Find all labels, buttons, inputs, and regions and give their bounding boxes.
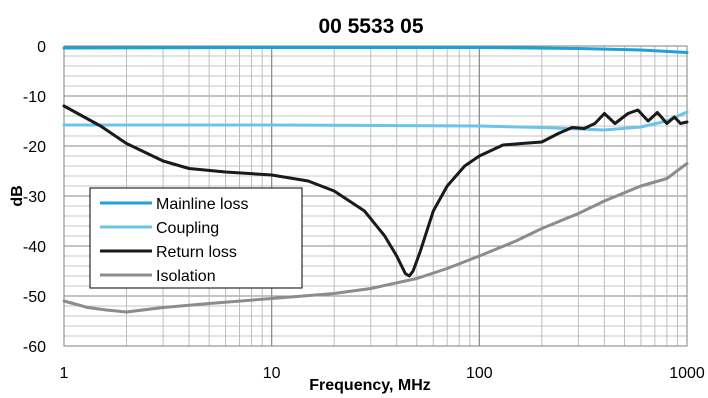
- x-tick-label: 1000: [669, 365, 705, 382]
- x-tick-label: 100: [466, 365, 493, 382]
- y-tick-label: -10: [23, 89, 46, 106]
- legend-entry: Coupling: [156, 220, 219, 237]
- y-tick-label: -50: [23, 289, 46, 306]
- y-axis-label: dB: [9, 185, 26, 206]
- legend-entry: Mainline loss: [156, 196, 248, 213]
- y-tick-label: 0: [37, 39, 46, 56]
- legend-box: [89, 187, 303, 289]
- y-tick-labels: 0 -10 -20 -30 -40 -50 -60: [23, 39, 46, 356]
- series-layer: [62, 46, 689, 314]
- x-axis-label: Frequency, MHz: [309, 377, 431, 394]
- legend: Mainline loss Coupling Return loss Isolatio…: [89, 187, 303, 289]
- series-line-coupling: [62, 110, 689, 132]
- legend-entry: Isolation: [156, 268, 216, 285]
- y-tick-label: -20: [23, 139, 46, 156]
- x-tick-labels: 1 10 100 1000: [60, 365, 705, 382]
- chart-title: 00 5533 05: [318, 15, 423, 38]
- series-line-mainline-loss: [62, 46, 689, 54]
- y-tick-label: -30: [23, 189, 46, 206]
- y-tick-label: -60: [23, 339, 46, 356]
- y-tick-label: -40: [23, 239, 46, 256]
- legend-entry: Return loss: [156, 244, 237, 261]
- x-tick-label: 10: [263, 365, 281, 382]
- series-line-isolation: [62, 162, 689, 314]
- series-line-return-loss: [62, 104, 689, 278]
- x-tick-label: 1: [60, 365, 69, 382]
- plot-frame: [63, 45, 688, 347]
